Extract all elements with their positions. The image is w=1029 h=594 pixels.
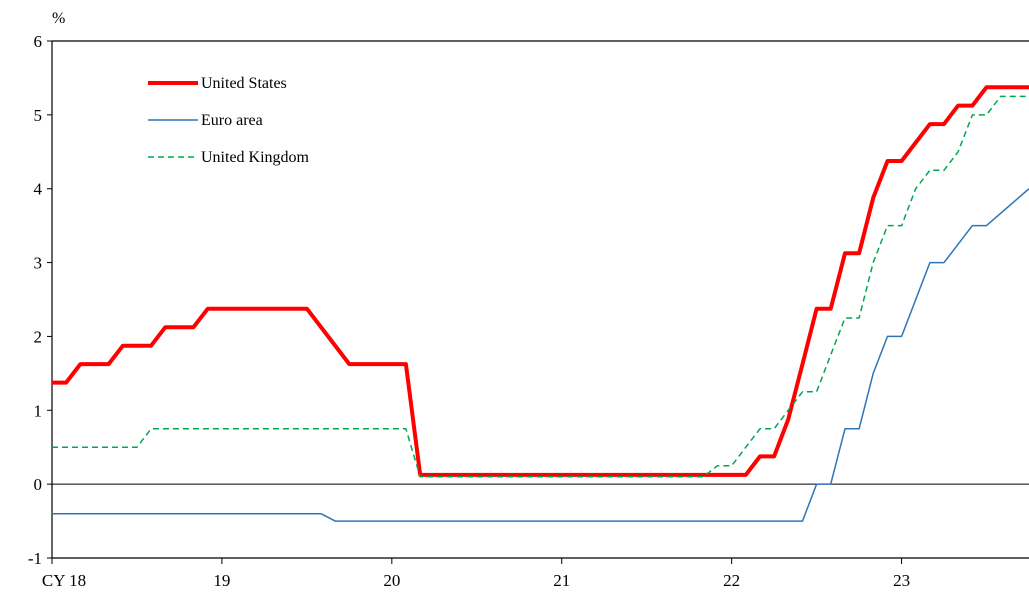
x-tick-label: CY 18 <box>42 571 86 590</box>
x-tick-label: 21 <box>553 571 570 590</box>
legend-label: United States <box>201 75 287 92</box>
series-line-united-states <box>52 85 1029 477</box>
y-tick-label: 2 <box>34 327 43 346</box>
legend-label: United Kingdom <box>201 149 310 166</box>
y-tick-label: 6 <box>34 32 43 51</box>
axes <box>51 40 1029 559</box>
y-tick-label: 3 <box>34 254 43 273</box>
series-lines <box>52 85 1029 522</box>
x-tick-label: 23 <box>893 571 910 590</box>
y-tick-label: 0 <box>34 475 43 494</box>
x-tick-label: 19 <box>213 571 230 590</box>
y-tick-label: 5 <box>34 106 43 125</box>
x-tick-label: 22 <box>723 571 740 590</box>
y-tick-label: 1 <box>34 401 43 420</box>
y-axis-unit-label: % <box>52 10 65 27</box>
series-line-euro-area <box>52 188 1029 522</box>
y-axis-ticks: -1 0 1 2 3 4 5 6 <box>28 32 52 568</box>
y-tick-label: 4 <box>34 180 43 199</box>
legend-label: Euro area <box>201 112 263 129</box>
y-tick-label: -1 <box>28 549 42 568</box>
x-tick-label: 20 <box>383 571 400 590</box>
legend: United States Euro area United Kingdom <box>148 75 310 166</box>
series-line-united-kingdom <box>52 95 1029 478</box>
x-axis-ticks: CY 18 19 20 21 22 23 <box>42 558 910 590</box>
